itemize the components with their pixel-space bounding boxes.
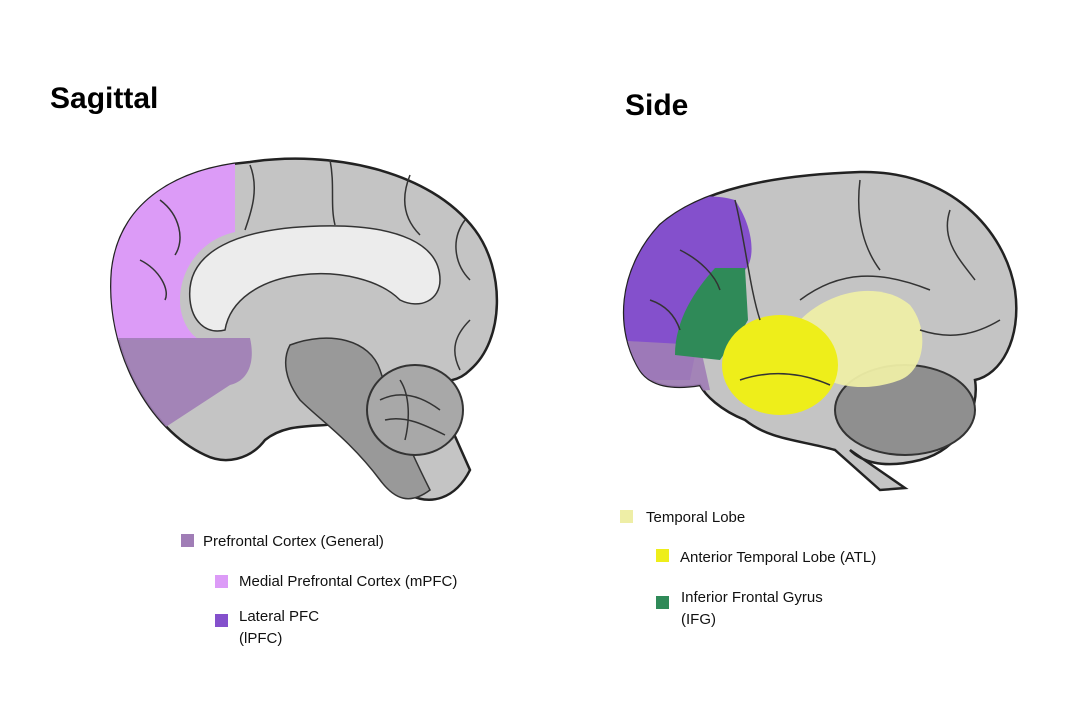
legend-label-line: Lateral PFC xyxy=(239,608,319,625)
brain-region xyxy=(675,268,748,360)
legend-label: Inferior Frontal Gyrus (IFG) xyxy=(681,589,823,628)
panel-title: Side xyxy=(625,89,688,122)
legend-swatch xyxy=(620,510,633,523)
legend-item: Lateral PFC (lPFC) xyxy=(215,608,319,647)
legend-label: Temporal Lobe xyxy=(646,509,745,526)
legend-label-line: Medial Prefrontal Cortex (mPFC) xyxy=(239,573,457,590)
legend-swatch xyxy=(656,596,669,609)
legend-label: Lateral PFC (lPFC) xyxy=(239,608,319,647)
legend-label-line: Inferior Frontal Gyrus xyxy=(681,589,823,606)
legend-label-line: (lPFC) xyxy=(239,630,282,647)
legend-label: Prefrontal Cortex (General) xyxy=(203,533,384,550)
sagittal-brain xyxy=(110,157,499,501)
legend-label: Medial Prefrontal Cortex (mPFC) xyxy=(239,573,457,590)
legend-item: Prefrontal Cortex (General) xyxy=(181,533,384,550)
legend-item: Medial Prefrontal Cortex (mPFC) xyxy=(215,573,457,590)
legend-swatch xyxy=(181,534,194,547)
legend-label: Anterior Temporal Lobe (ATL) xyxy=(680,549,876,566)
legend-swatch xyxy=(215,575,228,588)
legend: Prefrontal Cortex (General) Medial Prefro… xyxy=(181,509,876,647)
legend-label-line: (IFG) xyxy=(681,611,716,628)
legend-item: Inferior Frontal Gyrus (IFG) xyxy=(656,589,823,628)
legend-label-line: Anterior Temporal Lobe (ATL) xyxy=(680,549,876,566)
panel-title: Sagittal xyxy=(50,82,158,115)
legend-swatch xyxy=(656,549,669,562)
legend-label-line: Prefrontal Cortex (General) xyxy=(203,533,384,550)
legend-item: Anterior Temporal Lobe (ATL) xyxy=(656,549,876,566)
legend-item: Temporal Lobe xyxy=(620,509,745,526)
legend-swatch xyxy=(215,614,228,627)
side-brain xyxy=(622,170,1018,492)
brain-region xyxy=(722,315,838,415)
legend-label-line: Temporal Lobe xyxy=(646,509,745,526)
